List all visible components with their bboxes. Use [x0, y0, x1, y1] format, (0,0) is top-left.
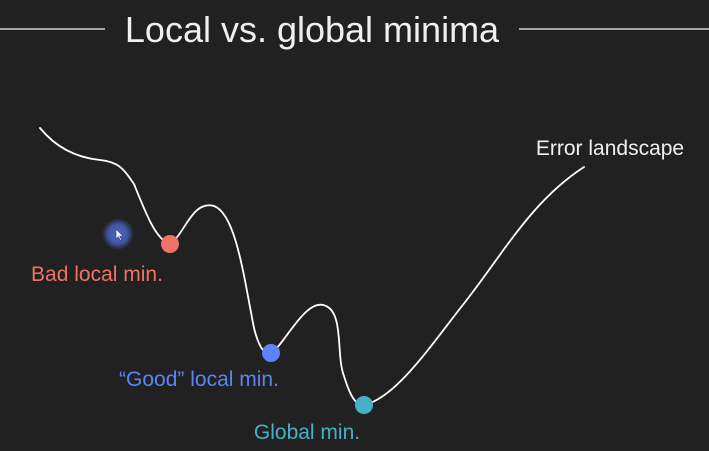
global-min-marker	[355, 396, 373, 414]
slide-title: Local vs. global minima	[125, 9, 500, 50]
good-local-min-marker	[262, 344, 280, 362]
bad-local-min-marker	[161, 235, 179, 253]
curve-label: Error landscape	[536, 137, 684, 160]
good-local-min-label: “Good” local min.	[119, 368, 279, 391]
bad-local-min-label: Bad local min.	[31, 263, 163, 286]
global-min-label: Global min.	[254, 421, 360, 444]
mouse-pointer-icon	[102, 218, 134, 250]
